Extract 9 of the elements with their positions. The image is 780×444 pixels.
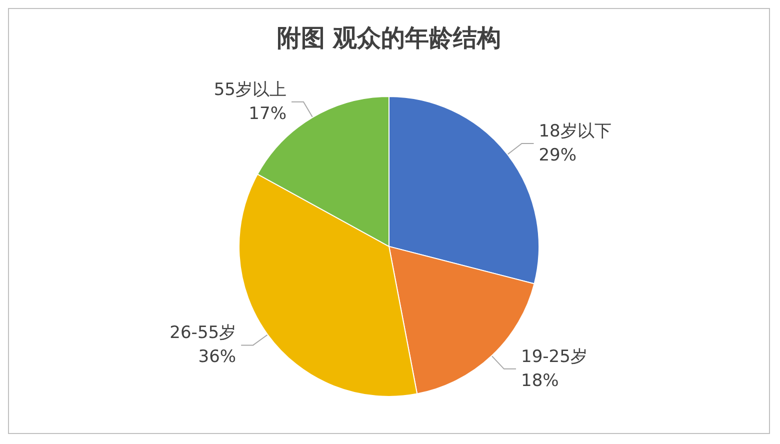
data-label: 18%: [521, 370, 559, 391]
slice-label: 18岁以下: [538, 121, 612, 142]
data-label: 17%: [248, 104, 286, 124]
data-label: 29%: [538, 145, 577, 166]
slice-label: 26-55岁: [170, 323, 236, 344]
slice-label: 55岁以上: [214, 80, 286, 100]
chart-title: 附图 观众的年龄结构: [276, 24, 502, 52]
data-label: 36%: [198, 347, 236, 368]
slice-label: 19-25岁: [521, 346, 588, 367]
